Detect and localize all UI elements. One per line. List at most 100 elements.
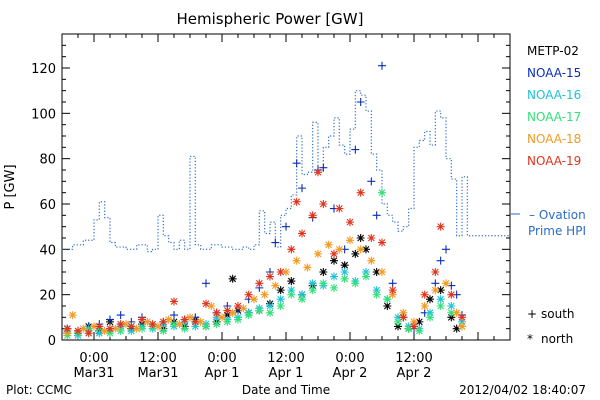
data-point — [138, 324, 146, 333]
data-point — [367, 177, 376, 186]
data-point — [410, 317, 418, 326]
y-axis: 0 20 40 60 80 100 120 — [31, 44, 510, 349]
data-point — [420, 302, 429, 310]
data-point — [367, 256, 376, 265]
data-point — [324, 240, 333, 249]
data-point — [436, 256, 445, 265]
data-point — [447, 302, 456, 310]
data-point — [234, 315, 242, 324]
satellite-markers — [63, 61, 466, 340]
legend-entry-noaa-16: NOAA-16 — [527, 88, 581, 102]
data-point — [138, 315, 146, 324]
data-point — [383, 295, 392, 304]
data-point — [164, 315, 173, 324]
data-point — [335, 245, 344, 254]
x-tick-label-time: 12:00 — [267, 351, 304, 366]
data-point — [330, 283, 338, 292]
data-point — [372, 290, 381, 299]
data-point — [447, 313, 456, 322]
data-point — [202, 279, 210, 288]
data-point — [287, 290, 296, 299]
y-tick-label: 20 — [39, 289, 56, 304]
x-tick-label-date: Apr 1 — [269, 366, 304, 381]
data-point — [287, 277, 296, 286]
data-point — [399, 308, 408, 317]
x-tick-label-time: 0:00 — [335, 351, 364, 366]
data-point — [266, 272, 274, 281]
data-point — [90, 322, 98, 331]
data-point — [100, 326, 109, 335]
data-point — [266, 302, 274, 310]
data-point — [436, 302, 445, 310]
x-tick-label-date: Apr 2 — [333, 366, 368, 381]
data-point — [106, 324, 114, 333]
data-point — [319, 200, 328, 208]
series-noaa-18 — [63, 236, 466, 338]
x-tick-label-date: Apr 1 — [205, 366, 240, 381]
data-point — [458, 317, 466, 326]
south-symbol: + — [527, 307, 537, 321]
data-point — [458, 322, 466, 331]
y-tick-label: 80 — [39, 153, 56, 168]
data-point — [79, 324, 88, 333]
legend-entry-noaa-19: NOAA-19 — [527, 154, 581, 168]
data-point — [68, 311, 77, 320]
hpi-label-line-2: Prime HPI — [528, 224, 586, 238]
data-point — [314, 168, 322, 177]
chart-title: Hemispheric Power [GW] — [177, 10, 364, 28]
data-point — [234, 302, 242, 310]
data-point — [276, 302, 285, 310]
data-point — [362, 245, 370, 254]
data-point — [314, 249, 322, 258]
data-point — [298, 229, 306, 238]
x-axis-label: Date and Time — [242, 383, 330, 397]
data-point — [351, 279, 360, 288]
legend-entry-noaa-15: NOAA-15 — [527, 66, 581, 80]
data-point — [228, 308, 237, 317]
data-point — [378, 188, 386, 197]
data-point — [436, 295, 445, 304]
data-point — [308, 286, 317, 295]
data-point — [426, 308, 434, 317]
legend: METP-02 NOAA-15 NOAA-16 NOAA-17 NOAA-18 NOAA-… — [527, 44, 581, 168]
data-point — [292, 256, 301, 265]
south-label: south — [541, 307, 575, 321]
x-tick-label-date: Mar31 — [137, 366, 178, 381]
plot-timestamp: 2012/04/02 18:40:07 — [459, 383, 586, 397]
data-point — [378, 268, 386, 276]
data-point — [148, 320, 157, 329]
data-point — [266, 308, 274, 317]
data-point — [127, 326, 136, 335]
data-point — [346, 236, 354, 245]
data-point — [340, 261, 349, 270]
data-point — [186, 313, 194, 322]
data-point — [362, 272, 370, 281]
data-point — [452, 308, 461, 317]
data-point — [287, 286, 296, 295]
data-point — [436, 222, 445, 231]
data-point — [74, 326, 82, 335]
y-tick-label: 60 — [39, 198, 56, 213]
x-tick-label-time: 12:00 — [395, 351, 432, 366]
data-point — [212, 308, 221, 317]
data-point — [372, 286, 381, 295]
data-point — [202, 299, 210, 308]
data-point — [442, 245, 450, 254]
data-point — [308, 279, 317, 288]
data-point — [175, 320, 184, 329]
data-point — [260, 290, 269, 299]
data-point — [63, 329, 72, 338]
data-point — [330, 272, 338, 281]
data-point — [212, 313, 221, 322]
data-point — [228, 274, 237, 283]
data-point — [191, 322, 200, 331]
plot-frame — [61, 33, 511, 341]
legend-entry-noaa-18: NOAA-18 — [527, 132, 581, 146]
data-point — [372, 268, 381, 276]
data-point — [287, 245, 296, 254]
data-point — [356, 98, 365, 106]
data-point — [116, 311, 125, 320]
data-point — [106, 329, 114, 338]
data-point — [276, 286, 285, 295]
data-point — [426, 295, 434, 304]
